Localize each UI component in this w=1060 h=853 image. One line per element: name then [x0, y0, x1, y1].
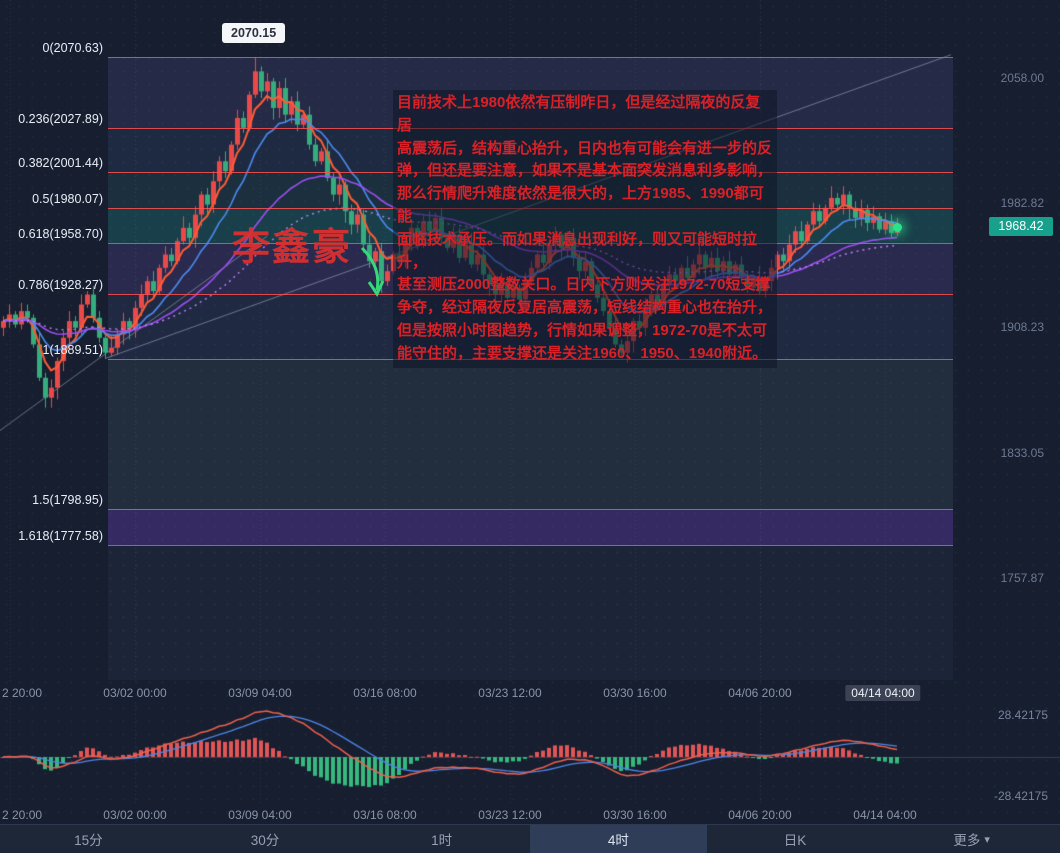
- tab-label: 15分: [74, 833, 103, 848]
- peak-price-tooltip: 2070.15: [222, 23, 286, 43]
- price-axis-tick: 2058.00: [1000, 71, 1044, 86]
- fib-label-0: 0(2070.63): [42, 41, 103, 55]
- time-axis-main: 2 20:00 03/02 00:00 03/09 04:00 03/16 08:00…: [0, 684, 1060, 702]
- watermark-text: 李鑫豪: [232, 227, 353, 269]
- tab-daily[interactable]: 日K: [707, 825, 884, 853]
- analysis-annotation: 目前技术上1980依然有压制昨日，但是经过隔夜的反复居 高震荡后，结构重心抬升，…: [393, 90, 777, 368]
- fib-label-1.5: 1.5(1798.95): [32, 493, 103, 508]
- price-axis-tick: 1908.23: [1000, 320, 1044, 335]
- timeframe-tabbar: 15分 30分 1时 4时 日K 更多 ▾: [0, 824, 1060, 853]
- fib-label-1.618: 1.618(1777.58): [18, 528, 103, 543]
- time-label: 03/23 12:00: [478, 686, 542, 700]
- last-price-marker: [893, 223, 902, 233]
- tab-15min[interactable]: 15分: [0, 825, 177, 853]
- main-chart-panel: 2070.15 李鑫豪 目前技术上1980依然有压制昨日，但是经过隔夜的反复居 …: [0, 0, 1060, 684]
- price-axis-tick: 1757.87: [1000, 570, 1044, 585]
- tab-4hour[interactable]: 4时: [530, 825, 707, 853]
- price-axis-tick: 1982.82: [1000, 196, 1044, 211]
- time-label: 03/30 16:00: [603, 808, 667, 822]
- time-label: 04/14 04:00: [853, 808, 917, 822]
- time-label: 03/09 04:00: [228, 686, 292, 700]
- tab-label: 更多: [953, 833, 981, 848]
- crosshair-date-badge: 04/14 04:00: [845, 685, 921, 701]
- fib-line-0[interactable]: [108, 57, 953, 58]
- fib-label-0.382: 0.382(2001.44): [18, 156, 103, 171]
- time-label: 03/02 00:00: [103, 686, 167, 700]
- down-arrow-annotation: [360, 246, 385, 298]
- tab-more[interactable]: 更多 ▾: [883, 825, 1060, 853]
- macd-canvas[interactable]: [0, 702, 1060, 806]
- time-label: 03/09 04:00: [228, 808, 292, 822]
- tab-label: 日K: [783, 833, 807, 848]
- time-label: 03/23 12:00: [478, 808, 542, 822]
- fib-label-0.236: 0.236(2027.89): [18, 112, 103, 127]
- time-label: 03/02 00:00: [103, 808, 167, 822]
- time-label: 04/06 20:00: [728, 686, 792, 700]
- fib-label-1: 1(1889.51): [42, 342, 103, 357]
- macd-panel: 28.42175 -28.42175: [0, 702, 1060, 806]
- time-label: 2 20:00: [2, 686, 43, 700]
- time-label: 2 20:00: [2, 808, 43, 822]
- time-label: 03/16 08:00: [353, 686, 417, 700]
- macd-min-label: -28.42175: [993, 789, 1048, 803]
- tab-label: 1时: [431, 833, 453, 848]
- tab-label: 30分: [250, 833, 280, 848]
- tab-label: 4时: [607, 833, 629, 848]
- fib-line-1.5[interactable]: [108, 509, 953, 511]
- fib-line-1.618[interactable]: [108, 544, 953, 546]
- fib-label-0.786: 0.786(1928.27): [18, 278, 103, 293]
- time-label: 03/16 08:00: [353, 808, 417, 822]
- current-price-badge: 1968.42: [989, 217, 1053, 237]
- time-axis-macd: 2 20:00 03/02 00:00 03/09 04:00 03/16 08:00…: [0, 806, 1060, 824]
- time-label: 03/30 16:00: [603, 686, 667, 700]
- price-axis-tick: 1833.05: [1000, 445, 1044, 460]
- chevron-down-icon: ▾: [984, 833, 990, 846]
- fib-label-0.5: 0.5(1980.07): [32, 191, 103, 206]
- tab-30min[interactable]: 30分: [177, 825, 354, 853]
- fib-label-0.618: 0.618(1958.70): [18, 227, 103, 242]
- tab-1hour[interactable]: 1时: [353, 825, 530, 853]
- macd-max-label: 28.42175: [997, 708, 1048, 722]
- time-label: 04/06 20:00: [728, 808, 792, 822]
